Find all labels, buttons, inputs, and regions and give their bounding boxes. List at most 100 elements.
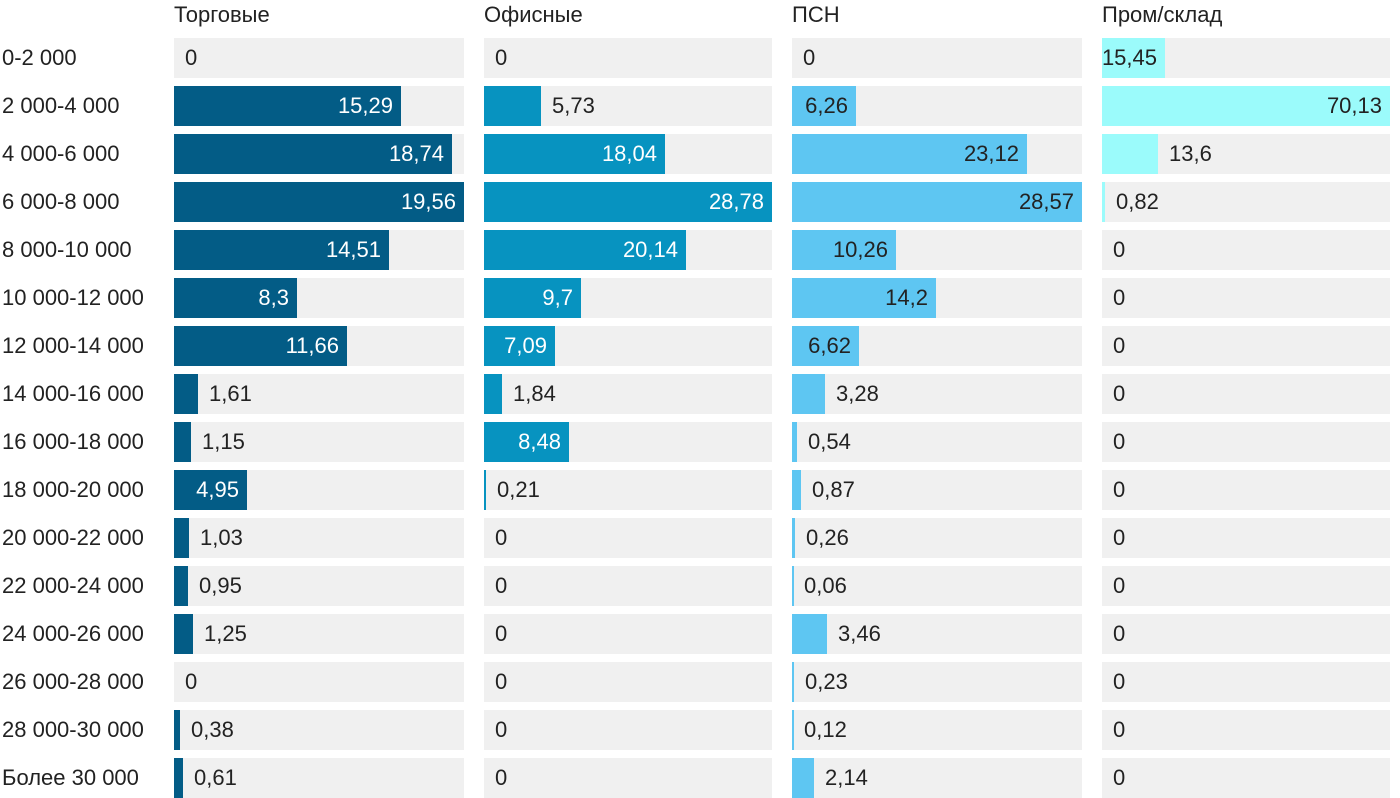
- bar: [1102, 182, 1105, 222]
- bar-track: 13,6: [1102, 134, 1390, 174]
- data-label: 14,2: [885, 285, 928, 310]
- bar-track: 0: [1102, 758, 1390, 798]
- bar-track: 10,26: [792, 230, 1082, 270]
- bar-track: 7,09: [484, 326, 772, 366]
- data-label: 0: [1113, 525, 1126, 550]
- bar-track: 6,26: [792, 86, 1082, 126]
- bar-track: 0,21: [484, 470, 772, 510]
- bar: [174, 614, 193, 654]
- bar-track: 3,28: [792, 374, 1082, 414]
- series-title: Торговые: [174, 2, 270, 27]
- category-label: 28 000-30 000: [2, 717, 144, 742]
- data-label: 0: [1113, 429, 1126, 454]
- data-label: 23,12: [963, 141, 1019, 166]
- bar-track: 0: [1102, 326, 1390, 366]
- data-label: 18,04: [601, 141, 657, 166]
- bar: [174, 134, 452, 174]
- data-label: 0: [495, 765, 508, 790]
- bar-track: 0,54: [792, 422, 1082, 462]
- data-label: 0,26: [806, 525, 849, 550]
- series-title: Пром/склад: [1102, 2, 1223, 27]
- data-label: 1,25: [204, 621, 247, 646]
- bar: [792, 518, 795, 558]
- data-label: 0,82: [1116, 189, 1159, 214]
- bar-track: 15,29: [174, 86, 464, 126]
- data-label: 15,29: [337, 93, 393, 118]
- data-label: 0: [495, 717, 508, 742]
- bar-track: 0,23: [792, 662, 1082, 702]
- bar: [174, 422, 191, 462]
- bar-track: 3,46: [792, 614, 1082, 654]
- bar-track: 18,74: [174, 134, 464, 174]
- bar: [1102, 86, 1390, 126]
- bar-track: 5,73: [484, 86, 772, 126]
- data-label: 0,61: [194, 765, 237, 790]
- series-title: Офисные: [484, 2, 583, 27]
- bar-track: 0,82: [1102, 182, 1390, 222]
- data-label: 0: [1113, 621, 1126, 646]
- bar: [174, 230, 389, 270]
- bar: [174, 518, 189, 558]
- bar-track: 8,3: [174, 278, 464, 318]
- data-label: 0: [1113, 285, 1126, 310]
- bar: [792, 374, 825, 414]
- bar: [792, 614, 827, 654]
- bar-track: 0,12: [792, 710, 1082, 750]
- bar: [484, 422, 569, 462]
- bar-track: 14,51: [174, 230, 464, 270]
- bar: [1102, 38, 1165, 78]
- data-label: 0,38: [191, 717, 234, 742]
- data-label: 0: [1113, 477, 1126, 502]
- data-label: 0: [803, 45, 816, 70]
- data-label: 0,06: [804, 573, 847, 598]
- bar: [792, 230, 896, 270]
- data-label: 0: [495, 621, 508, 646]
- bar-track: 0: [174, 662, 464, 702]
- series-title: ПСН: [792, 2, 840, 27]
- bar: [484, 86, 541, 126]
- data-label: 0: [1113, 237, 1126, 262]
- bar-track: 0: [484, 662, 772, 702]
- data-label: 0: [495, 45, 508, 70]
- data-label: 0,23: [805, 669, 848, 694]
- bar: [174, 470, 247, 510]
- data-label: 6,26: [805, 93, 848, 118]
- data-label: 0: [1113, 381, 1126, 406]
- data-label: 0: [495, 669, 508, 694]
- bar-track: 0,61: [174, 758, 464, 798]
- bar-track: 0: [1102, 422, 1390, 462]
- data-label: 28,57: [1018, 189, 1074, 214]
- data-label: 5,73: [552, 93, 595, 118]
- data-label: 18,74: [388, 141, 444, 166]
- bar: [484, 182, 772, 222]
- bar-track: 2,14: [792, 758, 1082, 798]
- bar: [484, 470, 486, 510]
- data-label: 1,03: [200, 525, 243, 550]
- data-label: 19,56: [400, 189, 456, 214]
- bar-track: 0: [484, 710, 772, 750]
- data-label: 1,61: [209, 381, 252, 406]
- data-label: 0: [185, 669, 198, 694]
- bar-track: 1,61: [174, 374, 464, 414]
- data-label: 0,87: [812, 477, 855, 502]
- bar: [174, 326, 347, 366]
- bar-track: 0: [1102, 710, 1390, 750]
- bar-track: 0,95: [174, 566, 464, 606]
- data-label: 14,51: [325, 237, 381, 262]
- data-label: 15,45: [1101, 45, 1157, 70]
- bar-track: 0: [1102, 566, 1390, 606]
- bar-track: 0: [174, 38, 464, 78]
- bar-track: 23,12: [792, 134, 1082, 174]
- category-label: 26 000-28 000: [2, 669, 144, 694]
- data-label: 0: [1113, 717, 1126, 742]
- bar-track: 0,06: [792, 566, 1082, 606]
- bar-track: 0: [792, 38, 1082, 78]
- data-label: 0: [1113, 765, 1126, 790]
- bar: [792, 86, 856, 126]
- bar-track: 18,04: [484, 134, 772, 174]
- bar-track: 1,03: [174, 518, 464, 558]
- data-label: 8,48: [518, 429, 561, 454]
- data-label: 0,21: [497, 477, 540, 502]
- bar-track: 0: [1102, 662, 1390, 702]
- bar: [174, 374, 198, 414]
